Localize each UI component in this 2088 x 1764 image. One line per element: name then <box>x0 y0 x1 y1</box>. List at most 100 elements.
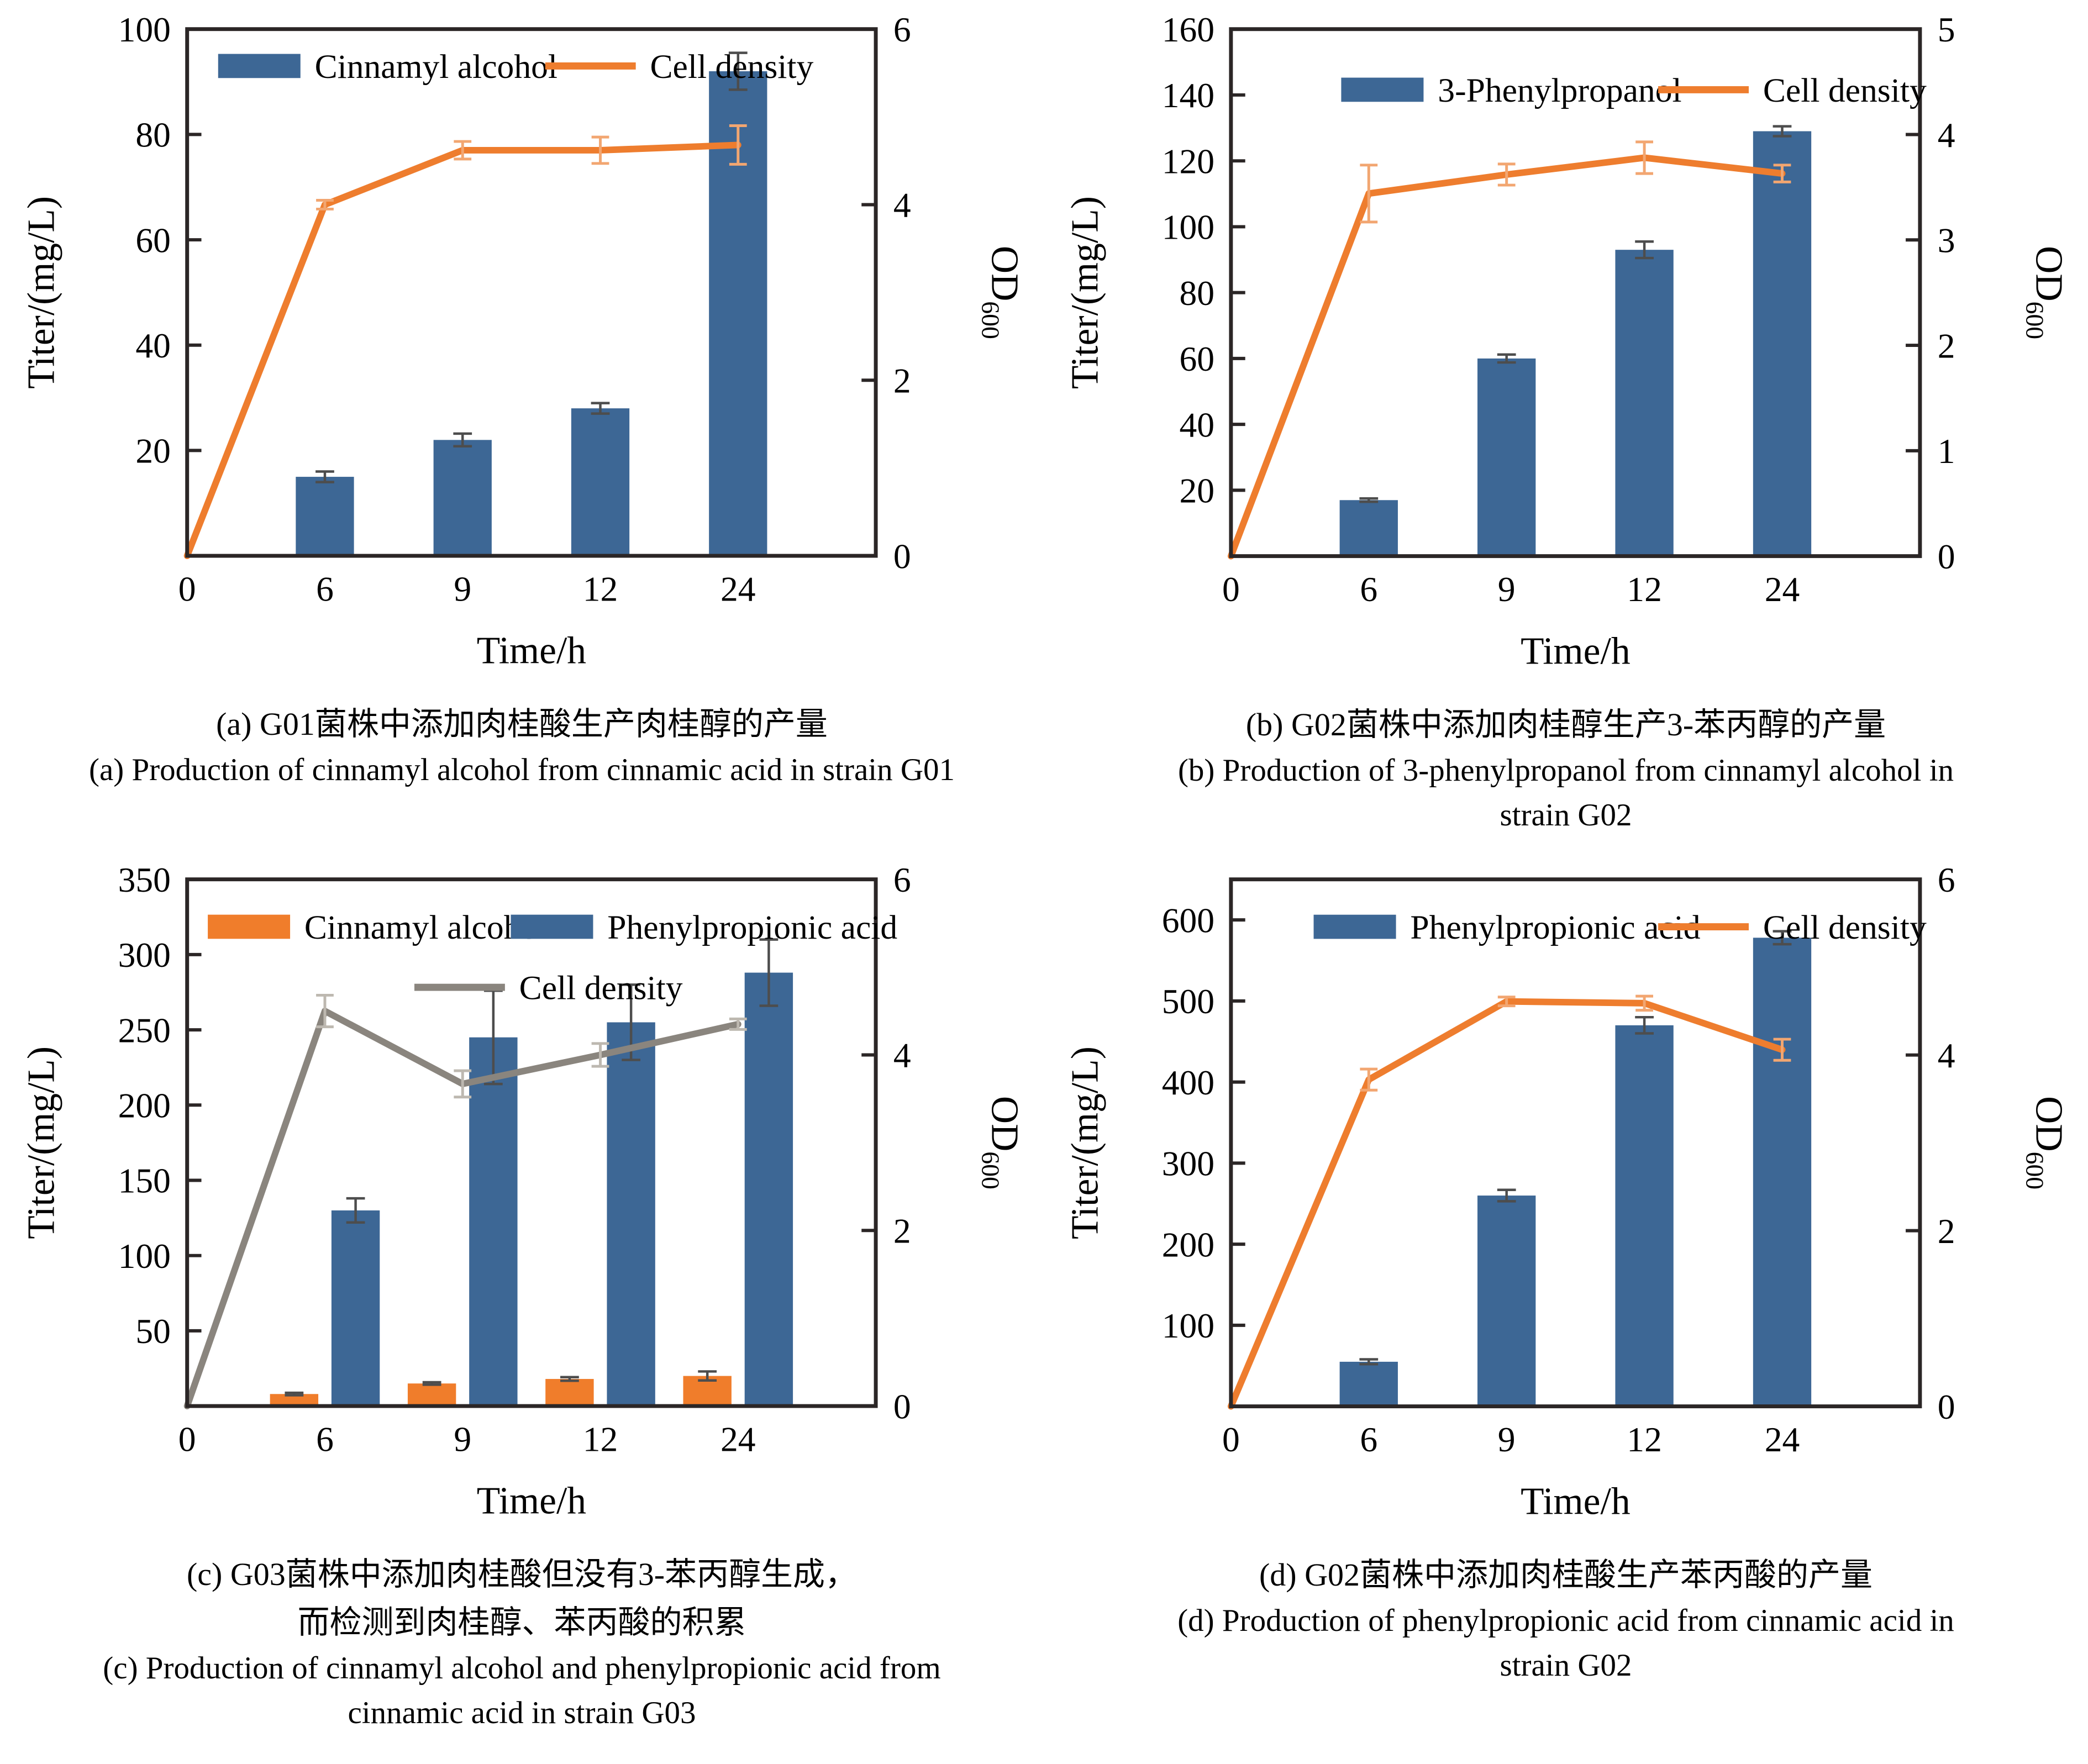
left-tick-label: 80 <box>135 115 171 155</box>
left-axis: 20 40 60 80 100 Titer/(mg/L) <box>20 10 202 471</box>
left-tick-label: 350 <box>118 860 171 899</box>
legend-label: Phenylpropionic acid <box>607 909 897 946</box>
bars-cinnamyl-alcohol <box>270 1370 732 1407</box>
right-axis-title: OD600 <box>977 1096 1026 1189</box>
legend-label: 3-Phenylpropanol <box>1438 72 1681 109</box>
x-tick-label: 6 <box>316 1419 334 1458</box>
bar <box>607 1022 655 1407</box>
x-tick-label: 24 <box>1765 570 1800 609</box>
left-tick-label: 140 <box>1162 76 1214 115</box>
legend-bar-swatch <box>208 914 291 939</box>
left-tick-label: 50 <box>135 1312 171 1351</box>
chart-d-svg: 100200300400500600Titer/(mg/L)0246OD6000… <box>1064 860 2070 1523</box>
bar <box>1339 500 1398 556</box>
chart-c-svg: 50100150200250300350Titer/(mg/L)0246OD60… <box>20 860 1026 1523</box>
left-axis-title: Titer/(mg/L) <box>20 196 62 389</box>
x-tick-label: 12 <box>583 1419 618 1458</box>
chart-c-container: 50 100 150 200 250 300 350 Titer/(mg/L) 0 2 4 6 OD60… <box>3 855 1040 1540</box>
x-tick-label: 12 <box>1627 570 1662 609</box>
legend-line-swatch <box>1658 923 1749 930</box>
bar <box>1477 358 1536 556</box>
right-tick-label: 6 <box>1938 860 1955 899</box>
left-tick-label: 400 <box>1162 1063 1214 1102</box>
x-origin-label: 0 <box>1222 570 1240 609</box>
bar <box>1753 938 1812 1407</box>
left-tick-label: 600 <box>1162 901 1214 940</box>
caption-a: (a) G01菌株中添加肉桂酸生产肉桂醇的产量 (a) Production o… <box>3 700 1040 793</box>
legend-label: Cell density <box>1763 909 1927 946</box>
right-tick-label: 0 <box>1938 1387 1955 1426</box>
left-tick-label: 300 <box>118 935 171 975</box>
left-axis: 100 200 300 400 500 600 Titer/(mg/L) <box>1064 901 1245 1345</box>
x-tick-label: 6 <box>1360 1420 1377 1459</box>
bar <box>469 1037 518 1407</box>
chart-b-container: 20 40 60 80 100 120 140 160 Titer/(mg/L) 0 1 2 3 4 5 OD… <box>1047 4 2085 691</box>
bars-phenylpropionic-acid <box>331 938 793 1407</box>
legend-line-swatch <box>545 62 636 70</box>
left-tick-label: 60 <box>135 220 171 260</box>
caption-c-en-line2: cinnamic acid in strain G03 <box>348 1695 696 1731</box>
x-axis: 0 6 9 12 24 Time/h <box>1222 1420 1800 1523</box>
caption-c-zh-line2: 而检测到肉桂醇、苯丙酸的积累 <box>297 1604 746 1641</box>
caption-d-en-line1: (d) Production of phenylpropionic acid f… <box>1177 1603 1954 1638</box>
bars-cinnamyl-alcohol <box>296 51 767 556</box>
left-axis-title: Titer/(mg/L) <box>1064 1046 1106 1239</box>
x-axis: 0 6 9 12 24 Time/h <box>1222 570 1800 672</box>
x-origin-label: 0 <box>178 1419 196 1458</box>
left-tick-label: 100 <box>1162 208 1214 247</box>
caption-b-en-line2: strain G02 <box>1500 798 1632 833</box>
right-axis-title: OD600 <box>2021 1096 2070 1189</box>
line-cell-density <box>183 124 747 560</box>
bar <box>433 440 492 556</box>
x-tick-label: 12 <box>1627 1420 1662 1459</box>
line-cell-density <box>183 993 747 1409</box>
x-tick-label: 9 <box>1498 1420 1516 1459</box>
left-axis-title: Titer/(mg/L) <box>1064 196 1106 389</box>
right-tick-label: 0 <box>1938 537 1955 576</box>
right-tick-label: 0 <box>893 536 911 576</box>
right-tick-label: 2 <box>893 1211 911 1250</box>
legend-bar-swatch <box>1313 914 1396 939</box>
left-tick-label: 200 <box>118 1086 171 1125</box>
chart-a-container: 20 40 60 80 100 Titer/(mg/L) 0 2 4 6 OD600 0 6 9 12 24 T… <box>3 4 1040 690</box>
x-axis-title: Time/h <box>477 1480 586 1523</box>
line-cell-density <box>1227 140 1791 560</box>
caption-a-zh-line1: (a) G01菌株中添加肉桂酸生产肉桂醇的产量 <box>216 706 828 743</box>
right-tick-label: 6 <box>893 10 911 49</box>
legend: Cinnamyl alcohol Phenylpropionic acid Cell… <box>208 909 897 1007</box>
right-tick-label: 2 <box>893 361 911 401</box>
left-tick-label: 160 <box>1162 10 1214 49</box>
right-axis: 0 2 4 6 OD600 <box>861 10 1026 576</box>
caption-d-en-line2: strain G02 <box>1500 1647 1632 1683</box>
right-axis: 0 1 2 3 4 5 OD600 <box>1906 10 2070 576</box>
x-tick-label: 12 <box>583 570 618 609</box>
bar <box>296 477 354 556</box>
right-axis: 0 2 4 6 OD600 <box>1906 860 2070 1426</box>
x-tick-label: 9 <box>1498 570 1516 609</box>
panel-c: 50 100 150 200 250 300 350 Titer/(mg/L) 0 2 4 6 OD60… <box>0 855 1044 1736</box>
right-tick-label: 2 <box>1938 1212 1955 1251</box>
caption-c: (c) G03菌株中添加肉桂酸但没有3-苯丙醇生成， 而检测到肉桂醇、苯丙酸的积… <box>3 1550 1040 1736</box>
x-tick-label: 9 <box>454 1419 471 1458</box>
plot-frame <box>185 877 878 1408</box>
right-tick-label: 4 <box>1938 115 1955 155</box>
x-axis-title: Time/h <box>1521 1480 1630 1523</box>
left-tick-label: 20 <box>1179 471 1214 510</box>
x-axis-title: Time/h <box>477 630 586 672</box>
bar <box>1339 1361 1398 1407</box>
left-tick-label: 40 <box>135 326 171 365</box>
right-tick-label: 4 <box>893 186 911 225</box>
left-tick-label: 250 <box>118 1010 171 1050</box>
bar <box>744 972 793 1407</box>
right-tick-label: 5 <box>1938 10 1955 49</box>
panel-a: 20 40 60 80 100 Titer/(mg/L) 0 2 4 6 OD600 0 6 9 12 24 T… <box>0 4 1044 838</box>
bar <box>1615 1025 1674 1407</box>
legend-label: Cell density <box>650 48 813 86</box>
x-tick-label: 24 <box>720 1419 756 1458</box>
x-axis: 0 6 9 12 24 Time/h <box>178 570 756 672</box>
left-tick-label: 120 <box>1162 141 1214 181</box>
right-tick-label: 4 <box>1938 1036 1955 1075</box>
left-tick-label: 20 <box>135 431 171 471</box>
x-tick-label: 6 <box>316 570 334 609</box>
